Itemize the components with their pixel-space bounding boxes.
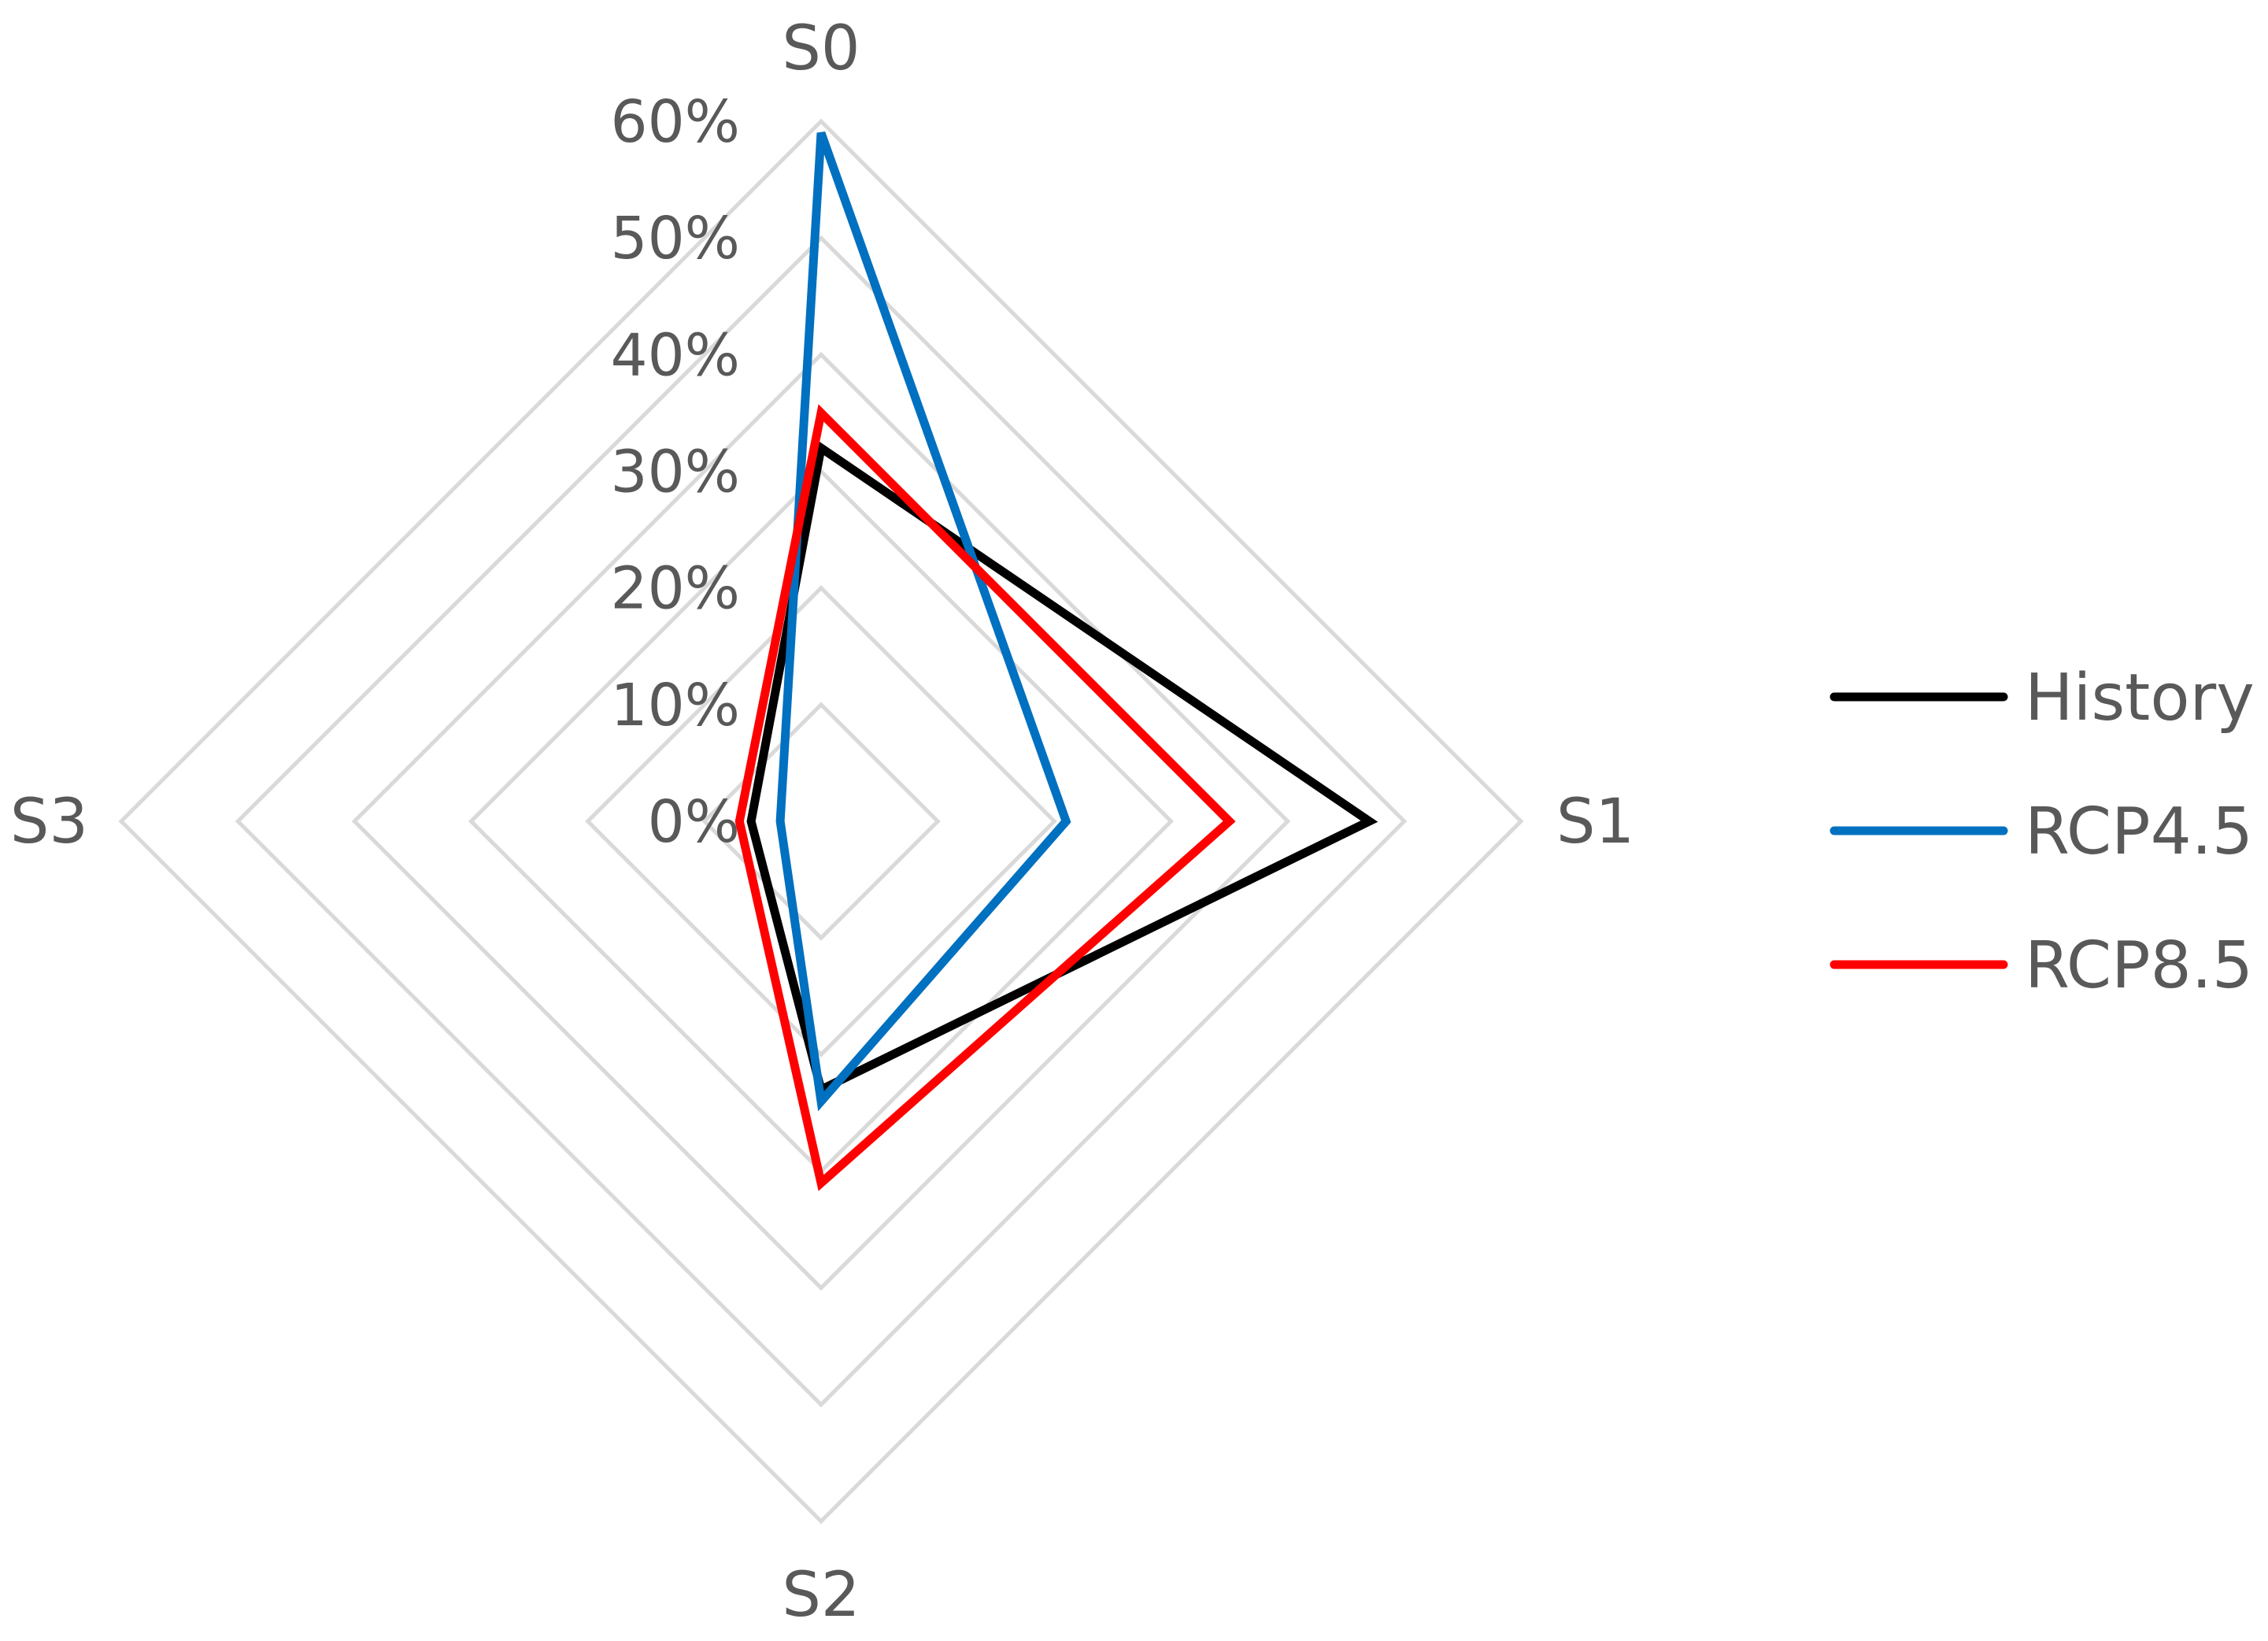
grid-ring-60 [118, 118, 1524, 1524]
tick-label: 20% [611, 555, 740, 623]
legend-item: RCP4.5 [1830, 795, 2253, 869]
radial-axis-ticks: 0% 10% 20% 30% 40% 50% 60% [611, 88, 740, 856]
series-line-rcp4-5 [775, 131, 1071, 1112]
legend-label: RCP8.5 [2025, 928, 2253, 1003]
legend-label: History [2025, 661, 2255, 735]
legend: History RCP4.5 RCP8.5 [1830, 661, 2255, 1003]
tick-label: 40% [611, 321, 740, 389]
grid-ring-20 [585, 585, 1057, 1058]
tick-label: 50% [611, 205, 740, 272]
category-label: S0 [782, 13, 860, 84]
grid-ring-40 [351, 351, 1291, 1291]
tick-label: 30% [611, 439, 740, 506]
series-line-rcp8-5 [734, 404, 1236, 1191]
tick-label: 0% [648, 788, 740, 856]
category-label: S3 [10, 787, 88, 858]
category-label: S1 [1556, 787, 1634, 858]
legend-item: History [1830, 661, 2255, 735]
radar-grid [118, 118, 1524, 1524]
legend-item: RCP8.5 [1830, 928, 2253, 1003]
grid-ring-50 [235, 235, 1408, 1408]
category-label: S2 [782, 1560, 860, 1631]
series-lines [734, 131, 1378, 1191]
category-axis-labels: S0 S1 S2 S3 [10, 13, 1634, 1631]
tick-label: 60% [611, 88, 740, 156]
tick-label: 10% [611, 672, 740, 739]
legend-label: RCP4.5 [2025, 795, 2253, 869]
series-line-history [746, 440, 1378, 1096]
